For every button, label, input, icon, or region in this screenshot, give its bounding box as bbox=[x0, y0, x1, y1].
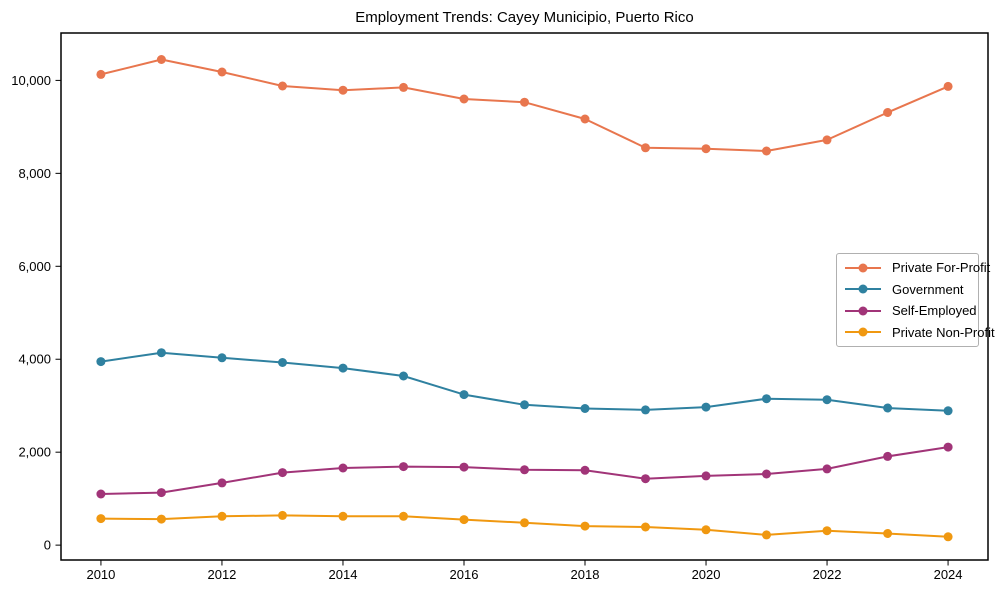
data-point-private-for-profit bbox=[156, 55, 166, 64]
chart-title: Employment Trends: Cayey Municipio, Puer… bbox=[355, 9, 694, 26]
data-point-private-non-profit bbox=[580, 521, 590, 531]
data-point-private-for-profit bbox=[580, 114, 590, 124]
legend-item-government: Government bbox=[843, 279, 972, 301]
data-point-self-employed bbox=[641, 474, 650, 484]
x-tick-label: 2014 bbox=[329, 567, 358, 582]
line-marker-icon bbox=[845, 284, 881, 294]
data-point-self-employed bbox=[580, 465, 590, 475]
x-tick-label: 2016 bbox=[450, 567, 479, 582]
data-point-government bbox=[399, 371, 408, 381]
data-point-private-non-profit bbox=[943, 532, 953, 542]
data-point-private-for-profit bbox=[217, 67, 227, 77]
legend-label: Self-Employed bbox=[892, 303, 977, 319]
legend: Private For-Profit Government Self-Emplo… bbox=[836, 253, 995, 347]
y-tick-label: 10,000 bbox=[11, 73, 51, 88]
data-point-government bbox=[762, 394, 771, 404]
data-point-private-non-profit bbox=[156, 514, 166, 524]
data-point-self-employed bbox=[217, 478, 227, 488]
data-point-private-non-profit bbox=[459, 515, 469, 525]
data-point-private-for-profit bbox=[399, 82, 408, 92]
line-marker-icon bbox=[845, 263, 881, 273]
data-point-self-employed bbox=[822, 464, 832, 474]
data-point-private-non-profit bbox=[641, 522, 650, 532]
data-point-private-non-profit bbox=[762, 530, 771, 540]
legend-item-private-non-profit: Private Non-Profit bbox=[843, 322, 995, 344]
data-point-self-employed bbox=[943, 442, 953, 452]
data-point-private-non-profit bbox=[96, 514, 106, 524]
data-point-private-for-profit bbox=[520, 97, 529, 107]
line-marker-icon bbox=[845, 306, 881, 316]
data-point-government bbox=[883, 403, 893, 413]
data-point-private-for-profit bbox=[459, 94, 469, 104]
data-point-self-employed bbox=[399, 462, 408, 472]
data-point-government bbox=[701, 402, 711, 412]
data-point-government bbox=[459, 390, 469, 400]
data-point-private-non-profit bbox=[883, 529, 893, 538]
data-point-private-for-profit bbox=[822, 135, 832, 145]
data-point-government bbox=[641, 405, 650, 415]
data-point-private-non-profit bbox=[701, 525, 711, 535]
x-tick-label: 2022 bbox=[813, 567, 842, 582]
data-point-self-employed bbox=[338, 463, 348, 473]
y-tick-label: 0 bbox=[44, 538, 51, 553]
data-point-government bbox=[96, 357, 106, 367]
data-point-government bbox=[338, 363, 348, 373]
legend-label: Government bbox=[892, 281, 964, 297]
data-point-government bbox=[943, 406, 953, 416]
y-tick-label: 4,000 bbox=[18, 352, 51, 367]
data-point-self-employed bbox=[520, 465, 529, 475]
data-point-private-non-profit bbox=[520, 518, 529, 528]
data-point-government bbox=[156, 348, 166, 358]
y-tick-label: 2,000 bbox=[18, 445, 51, 460]
data-point-private-for-profit bbox=[943, 81, 953, 91]
data-point-private-for-profit bbox=[762, 146, 771, 156]
data-point-self-employed bbox=[459, 462, 469, 472]
data-point-private-non-profit bbox=[822, 526, 832, 536]
data-point-private-for-profit bbox=[883, 108, 893, 117]
line-marker-icon bbox=[845, 327, 881, 337]
legend-item-private-for-profit: Private For-Profit bbox=[843, 257, 990, 279]
data-point-government bbox=[580, 404, 590, 413]
x-tick-label: 2020 bbox=[692, 567, 721, 582]
legend-label: Private Non-Profit bbox=[892, 324, 995, 340]
data-point-private-non-profit bbox=[278, 510, 287, 520]
x-tick-label: 2010 bbox=[86, 567, 115, 582]
x-tick-label: 2018 bbox=[571, 567, 600, 582]
data-point-private-for-profit bbox=[96, 69, 106, 79]
legend-label: Private For-Profit bbox=[892, 260, 991, 276]
data-point-government bbox=[217, 353, 227, 363]
legend-item-self-employed: Self-Employed bbox=[843, 300, 977, 322]
data-point-private-non-profit bbox=[338, 511, 348, 521]
data-point-government bbox=[822, 395, 832, 405]
y-tick-label: 6,000 bbox=[18, 259, 51, 274]
data-point-self-employed bbox=[883, 451, 893, 461]
data-point-private-for-profit bbox=[278, 81, 287, 91]
data-point-self-employed bbox=[96, 489, 106, 499]
data-point-self-employed bbox=[762, 469, 771, 479]
plot-frame bbox=[60, 32, 989, 561]
data-point-private-non-profit bbox=[217, 511, 227, 521]
x-tick-label: 2024 bbox=[934, 567, 963, 582]
data-point-self-employed bbox=[701, 471, 711, 481]
data-point-private-for-profit bbox=[641, 143, 650, 153]
data-point-private-non-profit bbox=[399, 511, 408, 521]
y-tick-label: 8,000 bbox=[18, 166, 51, 181]
data-point-private-for-profit bbox=[338, 85, 348, 95]
data-point-government bbox=[520, 400, 529, 410]
data-point-self-employed bbox=[156, 488, 166, 498]
data-point-government bbox=[278, 358, 287, 367]
data-point-private-for-profit bbox=[701, 144, 711, 154]
x-tick-label: 2012 bbox=[207, 567, 236, 582]
data-point-self-employed bbox=[278, 468, 287, 478]
